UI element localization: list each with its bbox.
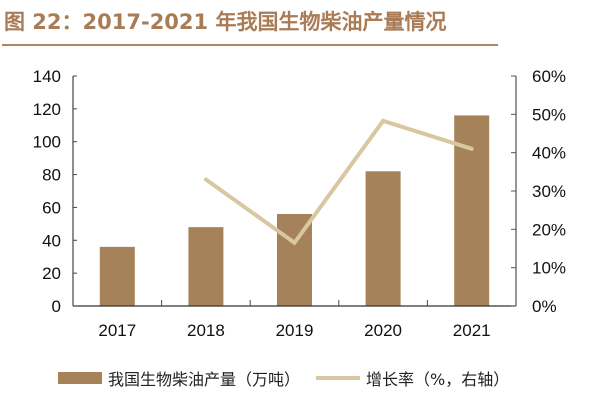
left-tick-label: 100: [33, 133, 61, 152]
right-tick-label: 40%: [532, 144, 566, 163]
legend-label-line: 增长率（%，右轴）: [366, 370, 510, 389]
right-tick-label: 10%: [532, 259, 566, 278]
growth-rate-line: [203, 118, 474, 246]
right-tick-label: 20%: [532, 220, 566, 239]
chart-title: 图 22：2017-2021 年我国生物柴油产量情况: [4, 10, 447, 34]
x-tick-label: 2021: [453, 321, 491, 340]
x-tick-label: 2017: [98, 321, 136, 340]
x-tick-label: 2018: [187, 321, 225, 340]
right-tick-label: 60%: [532, 67, 566, 86]
bar-2020: [365, 171, 401, 306]
right-tick-label: 0%: [532, 297, 557, 316]
legend: 我国生物柴油产量（万吨） 增长率（%，右轴）: [58, 366, 509, 390]
left-tick-label: 140: [33, 67, 61, 86]
left-tick-label: 40: [42, 231, 61, 250]
bar-2017: [99, 246, 135, 306]
chart: 0 20 40 60 80 100 120 140 0% 10% 20% 30% 40% 50% 60% 20…: [33, 67, 566, 340]
left-tick-label: 80: [42, 166, 61, 185]
right-tick-label: 30%: [532, 182, 566, 201]
left-tick-label: 20: [42, 264, 61, 283]
left-tick-label: 0: [52, 297, 61, 316]
right-tick-label: 50%: [532, 105, 566, 124]
legend-swatch-line: [316, 376, 361, 380]
left-tick-label: 120: [33, 100, 61, 119]
title-divider: [2, 44, 498, 46]
legend-swatch-bar: [58, 372, 102, 384]
x-tick-label: 2020: [364, 321, 402, 340]
legend-label-bar: 我国生物柴油产量（万吨）: [108, 370, 301, 389]
x-tick-label: 2019: [276, 321, 314, 340]
bar-2018: [188, 227, 224, 306]
left-tick-label: 60: [42, 198, 61, 217]
